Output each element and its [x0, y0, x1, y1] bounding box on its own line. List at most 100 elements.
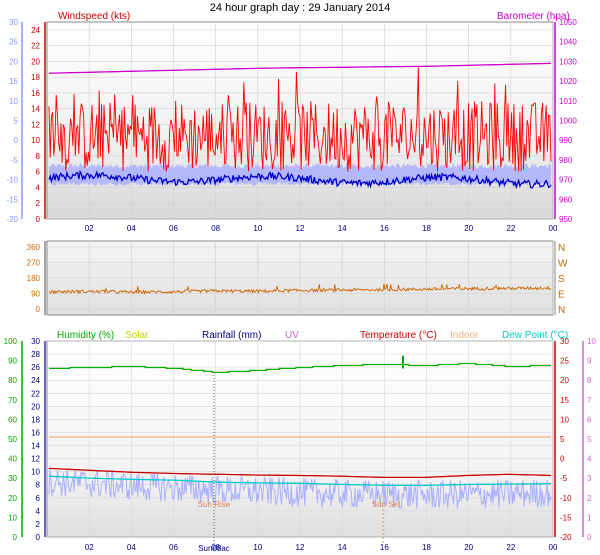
temp-hum-legend-item: Humidity (%) — [57, 330, 114, 341]
rain-tick-label: 16 — [31, 428, 40, 437]
dewpoint-line — [48, 475, 551, 486]
wind-tick-label: 6 — [36, 168, 41, 177]
rain-tick-label: 20 — [31, 402, 40, 411]
humidity-tick-label: 80 — [8, 376, 17, 385]
barometer-legend: Barometer (hpa) — [497, 11, 570, 22]
compass-label: N — [558, 305, 565, 316]
hour-tick-label: 02 — [85, 224, 94, 233]
temp-hum-legend-item: Temperature (°C) — [360, 330, 437, 341]
temp-hum-hour-tick-label: 18 — [422, 543, 431, 552]
temperature-tick-label: 5 — [560, 435, 565, 444]
wind-secondary-tick-label: -20 — [6, 215, 18, 224]
page-title: 24 hour graph day : 29 January 2014 — [210, 2, 390, 14]
baro-tick-label: 970 — [559, 176, 573, 185]
rain-tick-label: 12 — [31, 455, 40, 464]
wind-secondary-tick-label: 5 — [14, 117, 19, 126]
wind-tick-label: 8 — [36, 152, 41, 161]
uv-tick-label: 1 — [587, 513, 592, 522]
wind-gust-line — [48, 65, 552, 172]
wind-tick-label: 12 — [31, 120, 40, 129]
temp-hum-legend: Humidity (%) Solar Rainfall (mm) UV Temperat… — [57, 330, 568, 341]
rain-tick-label: 28 — [31, 350, 40, 359]
temp-hum-hour-tick-label: 08 — [211, 543, 220, 552]
uv-tick-label: 5 — [587, 435, 592, 444]
baro-tick-label: 950 — [559, 215, 573, 224]
wind-secondary-tick-label: 30 — [9, 18, 18, 27]
rain-tick-label: 30 — [31, 337, 40, 346]
humidity-tick-label: 0 — [13, 533, 18, 542]
wind-baro-series — [48, 62, 552, 190]
uv-tick-label: 9 — [587, 357, 592, 366]
humidity-tick-label: 50 — [8, 435, 17, 444]
rain-tick-label: 6 — [36, 494, 41, 503]
uv-tick-label: 8 — [587, 376, 592, 385]
humidity-tick-label: 30 — [8, 474, 17, 483]
wind-secondary-tick-label: 0 — [14, 136, 19, 145]
temp-hum-hour-tick-label: 12 — [296, 543, 305, 552]
humidity-tick-label: 10 — [8, 513, 17, 522]
temp-hum-legend-item: UV — [285, 330, 299, 341]
direction-tick-label: 0 — [36, 305, 41, 314]
baro-tick-label: 1030 — [559, 57, 577, 66]
wind-tick-label: 24 — [31, 26, 40, 35]
temp-hum-legend-item: Rainfall (mm) — [202, 330, 261, 341]
rain-tick-label: 4 — [36, 507, 41, 516]
temperature-line — [48, 467, 552, 479]
baro-tick-label: 1040 — [559, 38, 577, 47]
temp-hum-hour-tick-label: 20 — [464, 543, 473, 552]
compass-label: N — [558, 243, 565, 254]
wind-tick-label: 18 — [31, 73, 40, 82]
temperature-tick-label: -5 — [560, 474, 568, 483]
temperature-tick-label: 20 — [560, 376, 569, 385]
baro-tick-label: 1050 — [559, 18, 577, 27]
direction-tick-label: 180 — [27, 274, 41, 283]
temp-hum-hour-tick-label: 06 — [169, 543, 178, 552]
temp-hum-hour-tick-label: 10 — [253, 543, 262, 552]
wind-direction-grid — [47, 241, 554, 315]
wind-tick-label: 16 — [31, 89, 40, 98]
uv-tick-label: 6 — [587, 415, 592, 424]
compass-label: W — [558, 259, 568, 270]
temp-hum-hour-tick-label: 16 — [380, 543, 389, 552]
wind-secondary-tick-label: -10 — [6, 176, 18, 185]
wind-direction-line — [49, 283, 552, 295]
temp-hum-hour-tick-label: 00 — [549, 543, 558, 552]
wind-secondary-tick-label: -15 — [6, 195, 18, 204]
wind-direction-panel: 0 N 90 E 180 S 270 W 360 N — [27, 240, 568, 316]
direction-tick-label: 360 — [27, 243, 41, 252]
rain-tick-label: 14 — [31, 442, 40, 451]
rain-tick-label: 24 — [31, 376, 40, 385]
temperature-tick-label: -15 — [560, 513, 572, 522]
direction-tick-label: 90 — [31, 290, 40, 299]
uv-tick-label: 2 — [587, 494, 592, 503]
temp-hum-hour-tick-label: 02 — [85, 543, 94, 552]
humidity-tick-label: 60 — [8, 415, 17, 424]
sunrise-label: Sun Rise — [198, 500, 231, 509]
wind-tick-label: 22 — [31, 42, 40, 51]
uv-tick-label: 4 — [587, 455, 592, 464]
sunset-label: Sun Set — [372, 500, 401, 509]
rain-tick-label: 18 — [31, 415, 40, 424]
temperature-tick-label: 15 — [560, 396, 569, 405]
uv-tick-label: 7 — [587, 396, 592, 405]
humidity-tick-label: 20 — [8, 494, 17, 503]
wind-secondary-tick-label: 20 — [9, 57, 18, 66]
windspeed-legend: Windspeed (kts) — [58, 11, 130, 22]
wind-tick-label: 2 — [36, 199, 41, 208]
compass-label: S — [558, 274, 565, 285]
rain-tick-label: 22 — [31, 389, 40, 398]
barometer-line — [48, 62, 552, 74]
hour-tick-label: 18 — [422, 224, 431, 233]
temp-hum-grid — [47, 340, 554, 538]
hour-tick-label: 04 — [127, 224, 136, 233]
wind-baro-panel: Windspeed (kts) Barometer (hpa) 02468101… — [6, 11, 577, 233]
uv-tick-label: 0 — [587, 533, 592, 542]
temp-hum-hour-tick-label: 22 — [506, 543, 515, 552]
humidity-line — [49, 362, 551, 373]
baro-tick-label: 980 — [559, 156, 573, 165]
hour-tick-label: 00 — [549, 224, 558, 233]
uv-tick-label: 3 — [587, 474, 592, 483]
wind-secondary-tick-label: -5 — [11, 156, 19, 165]
